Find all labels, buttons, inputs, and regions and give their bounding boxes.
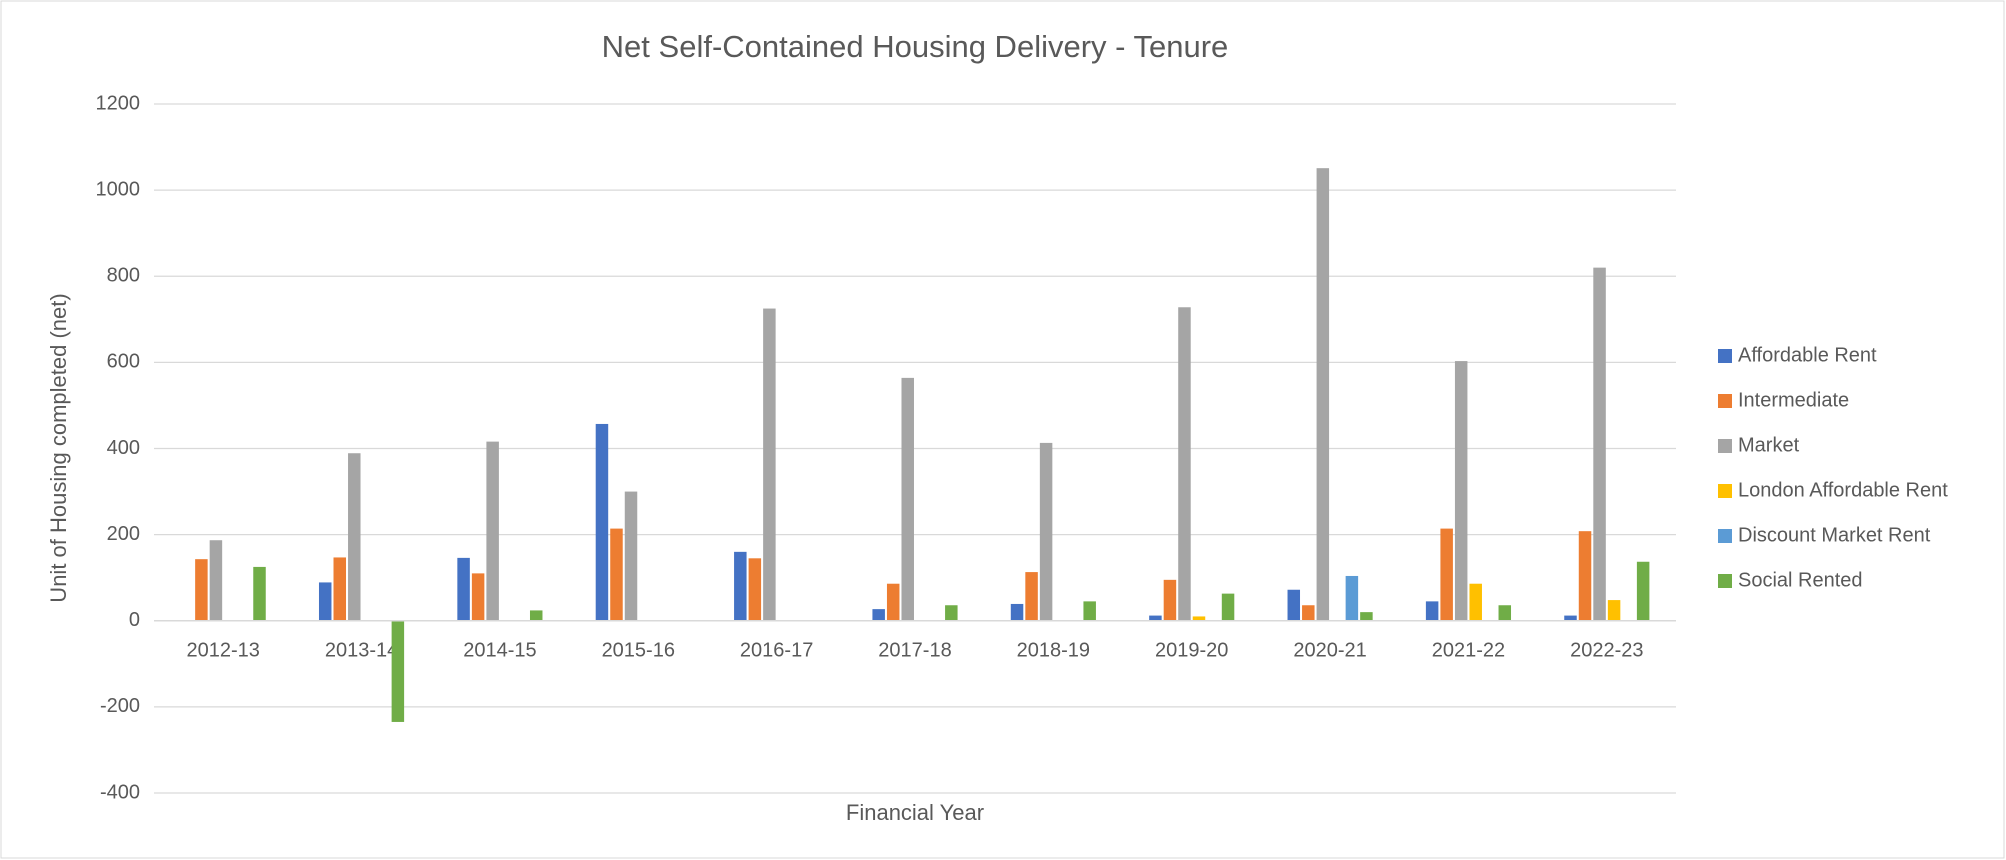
y-tick-label: 400 <box>107 437 140 459</box>
y-tick-label: 0 <box>129 609 140 631</box>
bar <box>1039 442 1053 621</box>
bar <box>1163 579 1177 621</box>
bar <box>318 582 332 621</box>
bar <box>333 557 347 621</box>
x-axis-title: Financial Year <box>846 800 984 825</box>
bar <box>471 573 485 621</box>
legend-swatch <box>1718 349 1732 363</box>
x-tick-label: 2012-13 <box>186 639 259 661</box>
bar <box>457 557 470 621</box>
x-tick-label: 2022-23 <box>1570 639 1643 661</box>
legend-label: Social Rented <box>1738 569 1863 591</box>
bar <box>595 423 609 621</box>
bar <box>734 551 747 621</box>
legend-label: Intermediate <box>1738 389 1849 411</box>
bar <box>1178 307 1191 621</box>
y-tick-label: 600 <box>107 351 140 373</box>
bar <box>1345 575 1359 621</box>
bar <box>1287 589 1301 621</box>
bar <box>195 559 208 621</box>
bar <box>1636 561 1650 621</box>
bar <box>1578 531 1592 621</box>
bar <box>763 308 776 621</box>
bar <box>945 605 958 621</box>
y-tick-label: -200 <box>100 695 140 717</box>
bar <box>1083 601 1096 621</box>
legend-swatch <box>1718 484 1732 498</box>
bar <box>1469 583 1482 621</box>
bar <box>486 441 499 621</box>
bar <box>1593 267 1606 621</box>
legend-label: Discount Market Rent <box>1738 524 1931 546</box>
y-tick-label: 1200 <box>96 92 141 114</box>
bar <box>253 566 266 621</box>
bar <box>872 609 885 621</box>
bar <box>886 583 900 621</box>
x-tick-label: 2021-22 <box>1432 639 1505 661</box>
y-tick-label: 800 <box>107 265 140 287</box>
bar <box>1302 605 1315 621</box>
bar <box>1498 605 1512 621</box>
bar <box>529 610 543 621</box>
bar <box>348 453 361 621</box>
bar <box>1025 572 1038 621</box>
bar <box>1192 616 1206 621</box>
bar <box>1149 615 1162 621</box>
legend-swatch <box>1718 529 1732 543</box>
bar <box>624 491 638 621</box>
chart-title: Net Self-Contained Housing Delivery - Te… <box>602 29 1229 64</box>
y-tick-label: 200 <box>107 523 140 545</box>
x-tick-label: 2016-17 <box>740 639 813 661</box>
bar <box>610 528 623 621</box>
x-tick-label: 2020-21 <box>1293 639 1366 661</box>
x-tick-label: 2019-20 <box>1155 639 1228 661</box>
bar <box>1425 601 1439 621</box>
legend-swatch <box>1718 574 1732 588</box>
bar <box>1360 612 1373 621</box>
bar <box>1454 361 1468 621</box>
x-tick-label: 2018-19 <box>1017 639 1090 661</box>
y-tick-label: -400 <box>100 781 140 803</box>
bar <box>748 558 762 621</box>
bar <box>1221 593 1235 621</box>
bar <box>901 377 914 621</box>
legend-label: London Affordable Rent <box>1738 479 1948 501</box>
bar <box>1607 600 1621 621</box>
legend-swatch <box>1718 439 1732 453</box>
legend-label: Affordable Rent <box>1738 344 1877 366</box>
x-tick-label: 2017-18 <box>878 639 951 661</box>
bar <box>1440 528 1453 621</box>
y-tick-label: 1000 <box>96 178 141 200</box>
bar <box>1316 168 1330 621</box>
x-tick-label: 2013-14 <box>325 639 398 661</box>
bar <box>1564 615 1577 621</box>
x-tick-label: 2015-16 <box>602 639 675 661</box>
y-axis-title: Unit of Housing completed (net) <box>46 293 71 602</box>
x-tick-label: 2014-15 <box>463 639 536 661</box>
bar <box>391 620 405 722</box>
bar <box>1010 603 1024 621</box>
legend-label: Market <box>1738 434 1800 456</box>
legend-swatch <box>1718 394 1732 408</box>
bar <box>209 540 223 621</box>
